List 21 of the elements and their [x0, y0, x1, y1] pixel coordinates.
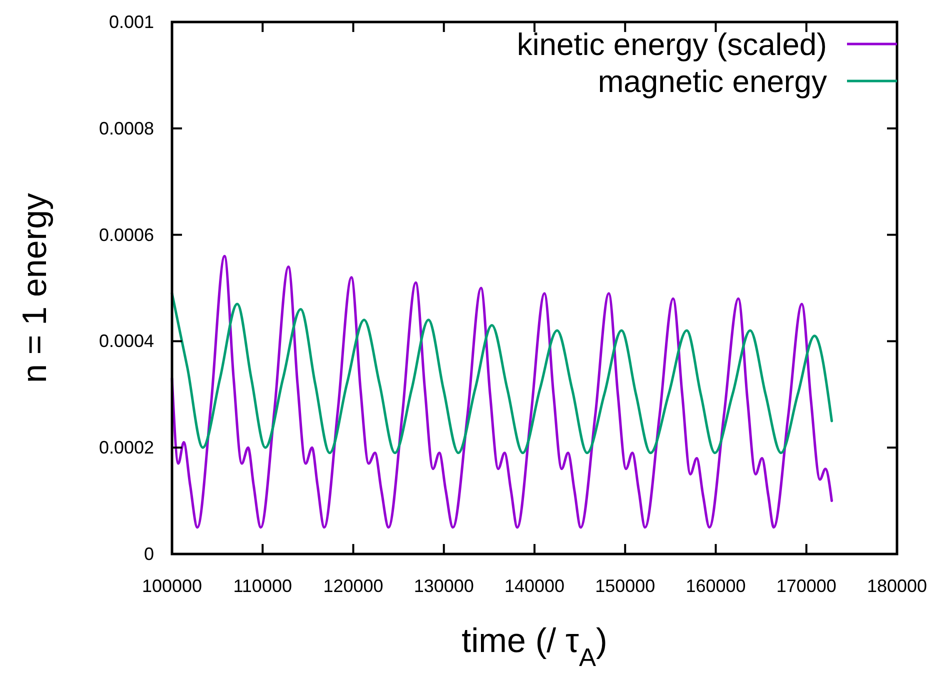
x-tick-label: 160000 [686, 576, 746, 596]
y-tick-label: 0.0006 [98, 224, 154, 245]
x-tick-label: 170000 [776, 576, 836, 596]
x-tick-label: 150000 [595, 576, 656, 596]
y-tick-label: 0.001 [108, 12, 154, 32]
x-tick-label: 120000 [323, 576, 384, 596]
x-tick-label: 100000 [142, 576, 202, 596]
line-series [170, 254, 833, 529]
x-tick-label: 110000 [233, 576, 292, 596]
x-tick-label: 130000 [414, 576, 474, 596]
x-tick-label: 180000 [866, 576, 928, 596]
line-series [170, 292, 833, 454]
y-tick-label: 0.0004 [98, 331, 154, 352]
x-axis-title: time (/ τ$_{A}$) [462, 622, 608, 672]
y-axis-title: n = 1 energy [16, 193, 54, 383]
legend-label: magnetic energy [598, 64, 828, 99]
x-tick-label: 140000 [504, 576, 565, 596]
y-tick-label: 0 [144, 544, 154, 564]
legend-label: kinetic energy (scaled) [516, 27, 827, 62]
y-tick-label: 0.0008 [98, 118, 154, 138]
y-tick-label: 0.0002 [98, 438, 154, 458]
